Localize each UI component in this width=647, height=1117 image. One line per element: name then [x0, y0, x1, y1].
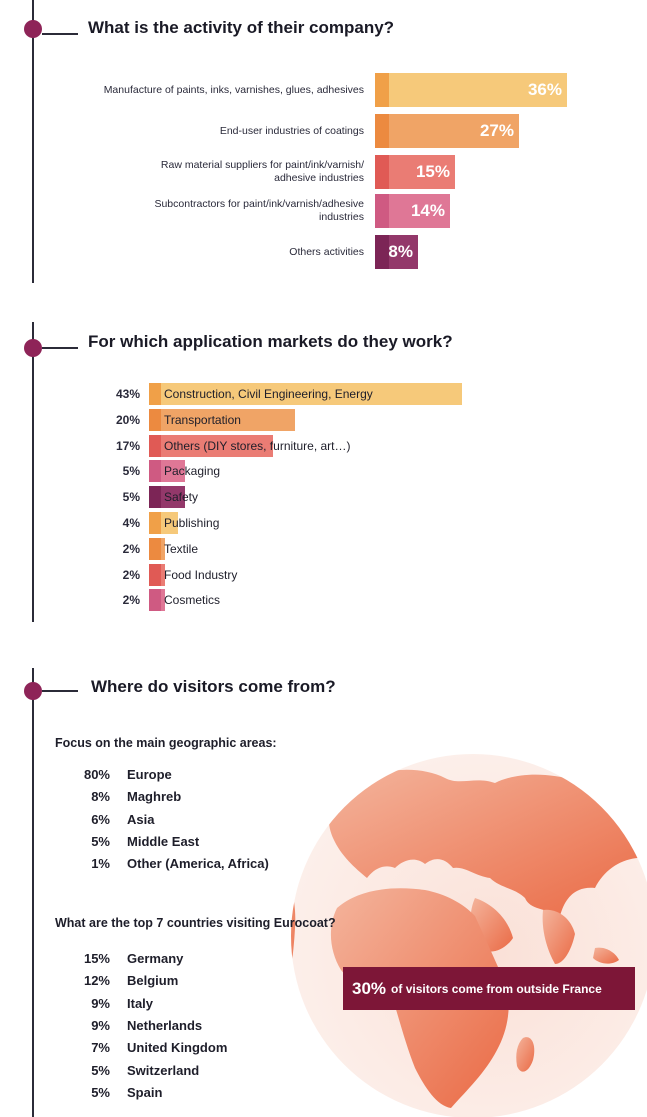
market-percentage: 2% — [122, 567, 140, 582]
market-percentage: 5% — [122, 464, 140, 479]
list-percentage: 15% — [83, 951, 110, 966]
market-bar — [149, 589, 165, 612]
globe-illustration — [291, 754, 647, 1117]
list-subtitle: Focus on the main geographic areas: — [55, 736, 277, 750]
list-percentage: 9% — [91, 995, 110, 1011]
list-percentage: 6% — [91, 811, 110, 827]
activity-label: Others activities — [289, 245, 364, 258]
list-percentage: 80% — [83, 767, 110, 782]
market-percentage: 2% — [122, 541, 140, 556]
banner-percentage: 30% — [352, 978, 387, 998]
market-label: Cosmetics — [164, 593, 221, 608]
market-bar-accent — [149, 408, 161, 431]
market-bar — [149, 512, 178, 534]
list-name: Europe — [127, 767, 172, 782]
list-name: Belgium — [127, 973, 179, 989]
list-name: Spain — [127, 1084, 163, 1100]
market-bar — [149, 563, 165, 586]
market-label: Safety — [164, 490, 199, 505]
activity-bar-accent — [375, 73, 389, 107]
section-marker — [24, 682, 42, 700]
section-connector — [42, 33, 78, 35]
market-percentage: 20% — [115, 412, 140, 427]
timeline-line-2 — [32, 322, 34, 622]
activity-value: 8% — [388, 242, 413, 261]
activity-bar-accent — [375, 235, 389, 269]
section-title-markets: For which application markets do they wo… — [88, 332, 453, 351]
market-bar-accent — [149, 589, 161, 612]
market-label: Textile — [164, 541, 199, 556]
list-percentage: 5% — [91, 1084, 110, 1100]
section-connector — [42, 690, 78, 692]
section-connector — [42, 347, 78, 349]
list-name: Netherlands — [127, 1017, 203, 1033]
market-percentage: 4% — [122, 516, 140, 530]
activity-bar: 36% — [375, 73, 567, 107]
activity-bar: 14% — [375, 194, 450, 228]
market-bar-accent — [149, 537, 161, 560]
timeline-line-1 — [32, 0, 34, 283]
market-bar — [149, 460, 185, 483]
list-percentage: 9% — [91, 1017, 110, 1033]
market-bar-accent — [149, 383, 161, 405]
list-name: Switzerland — [127, 1062, 200, 1078]
activity-value: 36% — [527, 80, 562, 99]
market-bar — [149, 434, 273, 457]
activity-label: Raw material suppliers for paint/ink/var… — [160, 159, 364, 184]
list-name: Middle East — [127, 833, 200, 849]
activity-bar-accent — [375, 194, 389, 228]
market-bar-accent — [149, 486, 161, 509]
market-label: Construction, Civil Engineering, Energy — [164, 387, 373, 401]
section-title-origin: Where do visitors come from? — [91, 677, 336, 696]
market-label: Others (DIY stores, furniture, art…) — [164, 438, 351, 453]
market-percentage: 43% — [115, 387, 140, 401]
list-name: Asia — [127, 811, 155, 827]
section-marker — [24, 20, 42, 38]
list-name: Italy — [127, 995, 154, 1011]
market-percentage: 2% — [122, 593, 140, 608]
list-name: Other (America, Africa) — [127, 856, 269, 872]
activity-value: 27% — [479, 121, 514, 140]
activity-label: Manufacture of paints, inks, varnishes, … — [103, 83, 364, 96]
list-percentage: 5% — [91, 1062, 110, 1078]
banner-text: of visitors come from outside France — [391, 981, 602, 996]
list-percentage: 12% — [83, 973, 110, 989]
market-bar-accent — [149, 434, 161, 457]
list-percentage: 7% — [91, 1040, 110, 1056]
list-percentage: 5% — [91, 833, 110, 849]
market-bar — [149, 537, 165, 560]
timeline-line-3 — [32, 668, 34, 1117]
list-name: Maghreb — [127, 789, 182, 805]
activity-bar: 27% — [375, 114, 519, 148]
section-marker — [24, 339, 42, 357]
activity-bar-accent — [375, 114, 389, 148]
market-bar-accent — [149, 460, 161, 483]
market-label: Food Industry — [164, 567, 238, 582]
market-bar — [149, 408, 295, 431]
list-name: United Kingdom — [127, 1040, 228, 1056]
activity-bar: 15% — [375, 155, 455, 189]
list-percentage: 8% — [91, 789, 110, 805]
list-subtitle: What are the top 7 countries visiting Eu… — [55, 916, 336, 930]
market-label: Publishing — [164, 516, 220, 530]
activity-label: Subcontractors for paint/ink/varnish/adh… — [154, 198, 364, 223]
market-percentage: 5% — [122, 490, 140, 505]
list-name: Germany — [127, 951, 184, 966]
activity-label: End-user industries of coatings — [219, 124, 364, 137]
activity-bar-accent — [375, 155, 389, 189]
market-bar — [149, 383, 462, 405]
section-title-activity: What is the activity of their company? — [88, 18, 395, 37]
activity-value: 15% — [415, 162, 450, 181]
outside-france-banner: 30% of visitors come from outside France — [343, 967, 635, 1010]
market-bar-accent — [149, 563, 161, 586]
activity-value: 14% — [410, 201, 445, 220]
market-percentage: 17% — [115, 438, 140, 453]
market-bar-accent — [149, 512, 161, 534]
activity-bar: 8% — [375, 235, 418, 269]
market-label: Transportation — [164, 412, 241, 427]
market-label: Packaging — [164, 464, 221, 479]
market-bar — [149, 486, 185, 509]
list-percentage: 1% — [91, 856, 110, 872]
